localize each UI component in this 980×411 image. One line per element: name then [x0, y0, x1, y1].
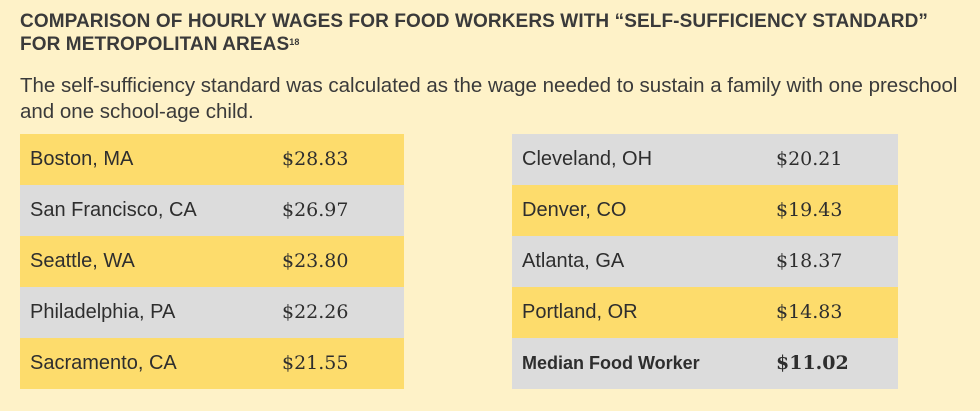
- hourly-wage: $26.97: [282, 199, 349, 221]
- hourly-wage: $22.26: [282, 301, 349, 323]
- median-wage: $11.02: [776, 352, 849, 374]
- wage-table-right: Cleveland, OH $20.21 Denver, CO $19.43 A…: [512, 134, 898, 389]
- city-name: Sacramento, CA: [30, 352, 177, 374]
- table-row: Cleveland, OH $20.21: [512, 134, 898, 185]
- table-row: Portland, OR $14.83: [512, 287, 898, 338]
- page-subtitle: The self-sufficiency standard was calcul…: [20, 74, 958, 123]
- table-row: Atlanta, GA $18.37: [512, 236, 898, 287]
- page-title-text: COMPARISON OF HOURLY WAGES FOR FOOD WORK…: [20, 11, 929, 55]
- city-name: Portland, OR: [522, 301, 638, 323]
- city-name: Atlanta, GA: [522, 250, 625, 272]
- city-name: Seattle, WA: [30, 250, 135, 272]
- table-row: Sacramento, CA $21.55: [20, 338, 404, 389]
- table-row: Seattle, WA $23.80: [20, 236, 404, 287]
- city-name: Philadelphia, PA: [30, 301, 176, 323]
- city-name: Denver, CO: [522, 199, 627, 221]
- hourly-wage: $21.55: [282, 352, 349, 374]
- hourly-wage: $19.43: [776, 199, 843, 221]
- hourly-wage: $23.80: [282, 250, 349, 272]
- table-row-median: Median Food Worker $11.02: [512, 338, 898, 389]
- table-row: San Francisco, CA $26.97: [20, 185, 404, 236]
- table-row: Boston, MA $28.83: [20, 134, 404, 185]
- table-row: Philadelphia, PA $22.26: [20, 287, 404, 338]
- city-name: Boston, MA: [30, 148, 134, 170]
- wage-table-left: Boston, MA $28.83 San Francisco, CA $26.…: [20, 134, 404, 389]
- hourly-wage: $20.21: [776, 148, 843, 170]
- hourly-wage: $14.83: [776, 301, 843, 323]
- footnote-marker: 18: [289, 37, 300, 47]
- hourly-wage: $18.37: [776, 250, 843, 272]
- city-name: San Francisco, CA: [30, 199, 197, 221]
- table-row: Denver, CO $19.43: [512, 185, 898, 236]
- city-name: Cleveland, OH: [522, 148, 653, 170]
- page-title: COMPARISON OF HOURLY WAGES FOR FOOD WORK…: [20, 10, 970, 56]
- median-label: Median Food Worker: [522, 353, 700, 373]
- hourly-wage: $28.83: [282, 148, 349, 170]
